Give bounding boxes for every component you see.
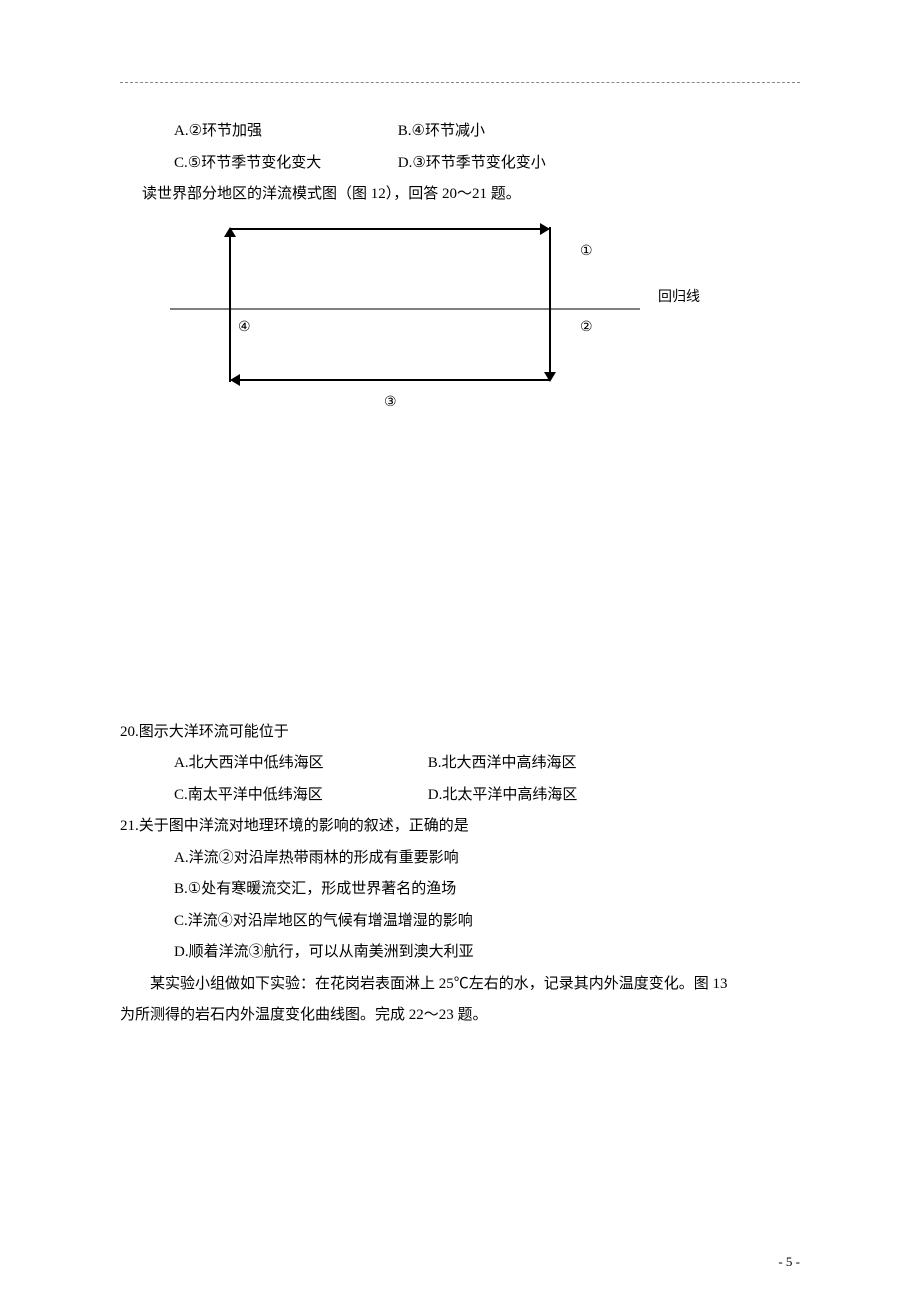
- passage-22-23-line2: 为所测得的岩石内外温度变化曲线图。完成 22～23 题。: [120, 1000, 800, 1032]
- prev-opt-c: C.⑤环节季节变化变大: [174, 148, 394, 180]
- svg-text:③: ③: [384, 395, 397, 410]
- q20-options-row1: A.北大西洋中低纬海区 B.北大西洋中高纬海区: [120, 748, 800, 780]
- q21-opt-c: C.洋流④对沿岸地区的气候有增温增湿的影响: [120, 906, 800, 938]
- svg-text:回归线: 回归线: [658, 288, 700, 305]
- q20-opt-b: B.北大西洋中高纬海区: [428, 755, 577, 771]
- q20-opt-a: A.北大西洋中低纬海区: [174, 748, 424, 780]
- diagram-svg: ① ② ③ ④ 回归线: [170, 217, 730, 417]
- q21-opt-a: A.洋流②对沿岸热带雨林的形成有重要影响: [120, 843, 800, 875]
- q21-title: 21.关于图中洋流对地理环境的影响的叙述，正确的是: [120, 811, 800, 843]
- prev-opt-a: A.②环节加强: [174, 116, 394, 148]
- q21-opt-d: D.顺着洋流③航行，可以从南美洲到澳大利亚: [120, 937, 800, 969]
- q20-block: 20.图示大洋环流可能位于 A.北大西洋中低纬海区 B.北大西洋中高纬海区 C.…: [120, 717, 800, 1032]
- q20-opt-c: C.南太平洋中低纬海区: [174, 780, 424, 812]
- svg-text:①: ①: [580, 244, 593, 259]
- prev-options-row-1: A.②环节加强 B.④环节减小: [120, 116, 800, 148]
- page-content: A.②环节加强 B.④环节减小 C.⑤环节季节变化变大 D.③环节季节变化变小 …: [120, 116, 800, 1032]
- header-rule: [120, 82, 800, 83]
- svg-text:④: ④: [238, 320, 251, 335]
- passage-22-23-line1: 某实验小组做如下实验：在花岗岩表面淋上 25℃左右的水，记录其内外温度变化。图 …: [120, 969, 800, 1001]
- prev-opt-d: D.③环节季节变化变小: [398, 155, 546, 171]
- ocean-current-diagram: ① ② ③ ④ 回归线: [170, 217, 730, 417]
- q21-opt-b: B.①处有寒暖流交汇，形成世界著名的渔场: [120, 874, 800, 906]
- intro-20-21: 读世界部分地区的洋流模式图（图 12），回答 20～21 题。: [120, 179, 800, 211]
- prev-opt-b: B.④环节减小: [398, 123, 485, 139]
- q20-options-row2: C.南太平洋中低纬海区 D.北太平洋中高纬海区: [120, 780, 800, 812]
- q20-opt-d: D.北太平洋中高纬海区: [428, 787, 578, 803]
- q20-title: 20.图示大洋环流可能位于: [120, 717, 800, 749]
- page-number: - 5 -: [778, 1254, 800, 1270]
- svg-text:②: ②: [580, 320, 593, 335]
- prev-options-row-2: C.⑤环节季节变化变大 D.③环节季节变化变小: [120, 148, 800, 180]
